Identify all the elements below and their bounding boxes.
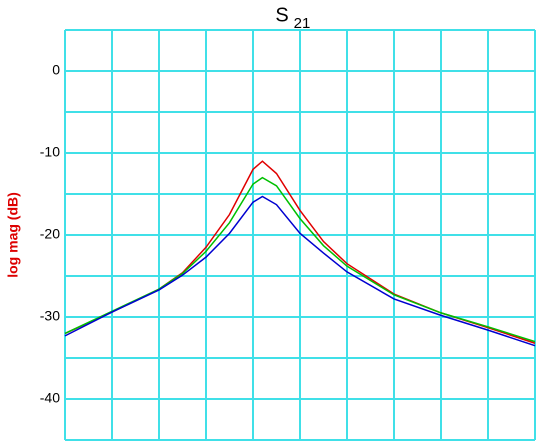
chart-title: S (275, 4, 288, 26)
line-series (64, 176, 536, 343)
chart-title-subscript: 21 (294, 15, 311, 32)
y-tick-label: 0 (52, 62, 60, 78)
y-tick-label: -40 (40, 390, 60, 406)
y-tick-label: -30 (40, 308, 60, 324)
y-tick-label: -20 (40, 226, 60, 242)
y-tick-label: -10 (40, 144, 60, 160)
line-series (64, 195, 536, 347)
y-axis-label: log mag (dB) (5, 192, 21, 278)
